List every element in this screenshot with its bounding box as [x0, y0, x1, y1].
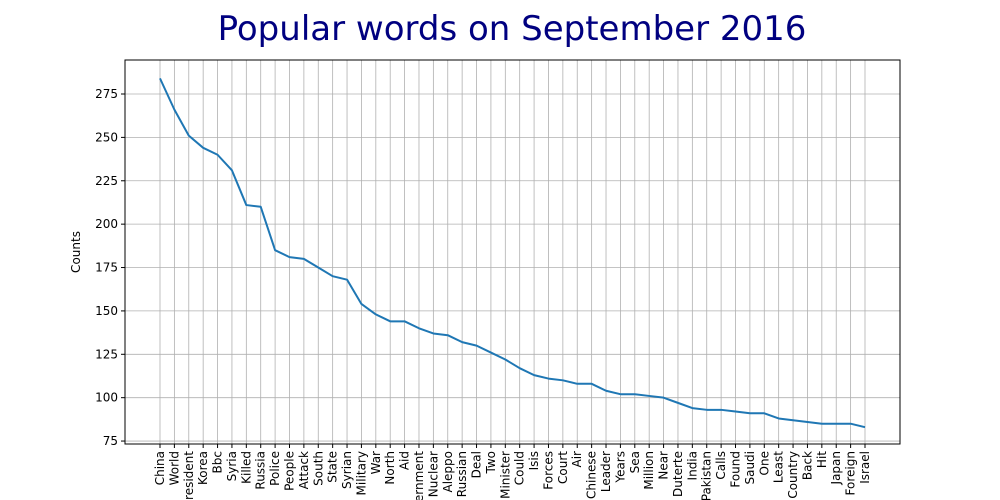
x-tick-label: India: [685, 451, 699, 480]
x-tick-label: Years: [613, 451, 627, 484]
x-tick-label: Chinese: [585, 451, 599, 499]
x-tick-label: Back: [800, 451, 814, 480]
x-tick-label: Million: [642, 451, 656, 490]
x-tick-label: Russia: [254, 451, 268, 490]
x-tick-label: Air: [570, 451, 584, 468]
chart-title: Popular words on September 2016: [218, 9, 807, 49]
x-tick-label: Saudi: [743, 451, 757, 485]
x-tick-label: Calls: [714, 451, 728, 480]
x-tick-label: State: [326, 451, 340, 483]
x-tick-label: Duterte: [671, 451, 685, 497]
x-tick-label: Israel: [858, 451, 872, 484]
plot-frame: [124, 59, 901, 445]
x-tick-label: Nuclear: [426, 451, 440, 497]
x-tick-label: Near: [657, 451, 671, 480]
x-tick-label: Forces: [541, 451, 555, 490]
x-tick-label: Police: [268, 451, 282, 486]
y-tick-label: 125: [95, 347, 118, 361]
x-tick-label: Could: [513, 451, 527, 485]
x-tick-label: Aid: [398, 451, 412, 470]
y-tick-label: 275: [95, 87, 118, 101]
x-tick-label: Isis: [527, 451, 541, 470]
x-tick-label: War: [369, 451, 383, 474]
y-tick-label: 100: [95, 391, 118, 405]
x-tick-label: Syrian: [340, 451, 354, 489]
x-tick-label: Government: [412, 451, 426, 500]
y-tick-label: 225: [95, 174, 118, 188]
x-tick-label: Russian: [455, 451, 469, 497]
x-tick-label: Found: [729, 451, 743, 488]
x-tick-label: Country: [786, 451, 800, 499]
y-tick-label: 150: [95, 304, 118, 318]
x-tick-label: Leader: [599, 451, 613, 492]
x-tick-label: Least: [772, 451, 786, 483]
x-tick-label: Bbc: [211, 451, 225, 473]
x-tick-label: Foreign: [844, 451, 858, 495]
x-tick-label: Killed: [239, 451, 253, 484]
x-tick-label: World: [167, 451, 181, 485]
x-tick-label: Aleppo: [441, 451, 455, 493]
x-tick-label: North: [383, 451, 397, 485]
y-axis-label: Counts: [69, 231, 83, 273]
y-tick-label: 175: [95, 261, 118, 275]
x-tick-label: Court: [556, 451, 570, 484]
x-tick-label: Sea: [628, 451, 642, 473]
x-tick-label: China: [153, 451, 167, 485]
x-tick-label: Japan: [829, 451, 843, 485]
y-tick-label: 250: [95, 130, 118, 144]
x-tick-label: People: [282, 451, 296, 491]
x-tick-label: Pakistan: [700, 451, 714, 500]
y-tick-label: 75: [103, 434, 118, 448]
y-tick-label: 200: [95, 217, 118, 231]
x-tick-label: Korea: [196, 451, 210, 485]
x-tick-label: Military: [354, 451, 368, 495]
line: [159, 77, 866, 429]
x-tick-label: Deal: [470, 451, 484, 478]
x-tick-label: Syria: [225, 451, 239, 481]
x-tick-label: Two: [484, 451, 498, 475]
x-tick-label: Attack: [297, 451, 311, 489]
x-tick-label: South: [311, 451, 325, 486]
x-tick-label: President: [182, 451, 196, 500]
x-tick-label: Hit: [815, 451, 829, 468]
x-tick-label: One: [757, 451, 771, 475]
x-tick-label: Minister: [498, 451, 512, 499]
